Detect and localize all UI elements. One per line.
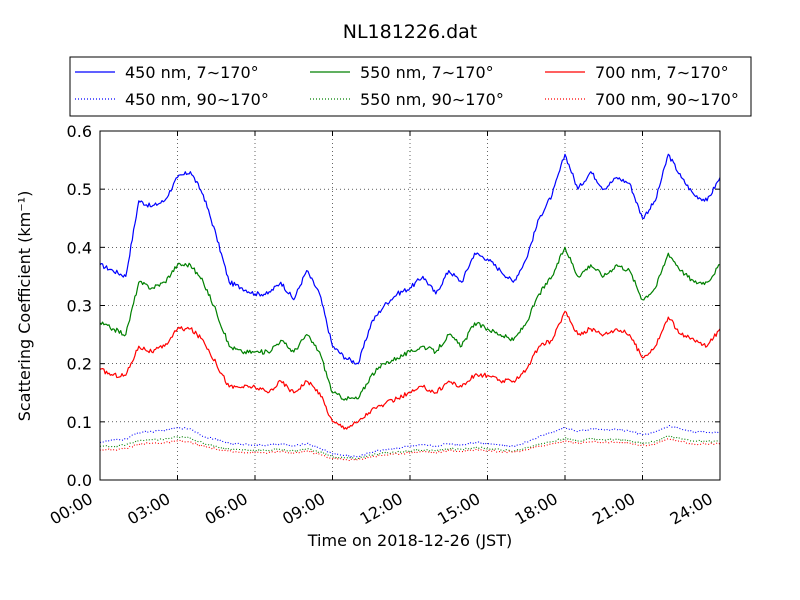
y-tick-label: 0.5 xyxy=(67,180,92,199)
y-tick-label: 0.0 xyxy=(67,471,92,490)
y-tick-label: 0.6 xyxy=(67,122,92,141)
series-line xyxy=(99,310,721,430)
series-line xyxy=(99,435,721,460)
series-line xyxy=(99,153,721,365)
grid xyxy=(100,131,720,480)
y-tick-label: 0.4 xyxy=(67,238,92,257)
series-line xyxy=(99,438,721,462)
legend: 450 nm, 7∼170° 450 nm, 90∼170° 550 nm, 7∼1… xyxy=(69,56,752,117)
series-line xyxy=(99,246,721,401)
legend-label: 450 nm, 90∼170° xyxy=(125,90,269,109)
series-lines xyxy=(99,153,721,462)
y-tick-label: 0.2 xyxy=(67,355,92,374)
legend-box xyxy=(69,56,752,117)
legend-label: 550 nm, 7∼170° xyxy=(360,63,494,82)
legend-label: 550 nm, 90∼170° xyxy=(360,90,504,109)
y-axis-label: Scattering Coefficient (km⁻¹) xyxy=(15,191,34,422)
y-tick-label: 0.3 xyxy=(67,297,92,316)
chart-title: NL181226.dat xyxy=(343,21,478,43)
legend-label: 700 nm, 90∼170° xyxy=(595,90,739,109)
legend-label: 450 nm, 7∼170° xyxy=(125,63,259,82)
legend-label: 700 nm, 7∼170° xyxy=(595,63,729,82)
x-axis-label: Time on 2018-12-26 (JST) xyxy=(307,531,512,550)
y-tick-label: 0.1 xyxy=(67,413,92,432)
